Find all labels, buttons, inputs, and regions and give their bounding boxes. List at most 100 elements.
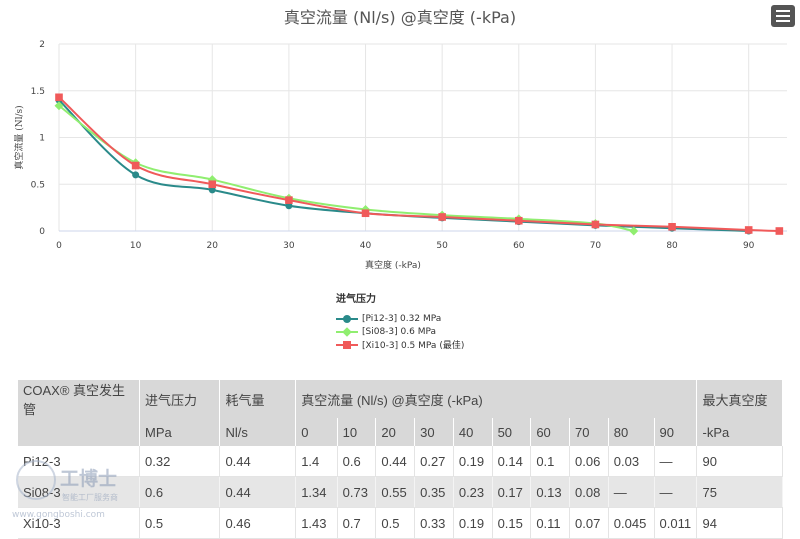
data-point — [629, 226, 639, 236]
table-cell: 90 — [696, 446, 783, 477]
data-point — [744, 226, 753, 234]
series-line — [58, 96, 780, 232]
subheader-cell: 10 — [337, 418, 377, 446]
watermark: 工博士 智能工厂服务商 www.gongboshi.com — [10, 452, 140, 524]
subheader-cell: MPa — [139, 418, 221, 446]
y-tick-label: 0.5 — [31, 180, 45, 190]
legend-item-si08[interactable]: [Si08-3] 0.6 MPa — [336, 325, 464, 338]
data-point — [361, 209, 370, 218]
legend-label: [Xi10-3] 0.5 MPa (最佳) — [362, 341, 465, 351]
table-cell: 0.55 — [375, 476, 416, 508]
table-cell: 0.08 — [569, 476, 609, 508]
line-chart: 0 10 20 30 40 50 60 70 80 90 0 0.5 1 1.5 2 真空度 (-kPa) 真空… — [13, 40, 787, 271]
watermark-url: www.gongboshi.com — [12, 510, 105, 520]
table-cell: — — [654, 476, 698, 508]
table-cell: 0.73 — [337, 476, 377, 508]
x-axis-label: 真空度 (-kPa) — [365, 259, 421, 271]
data-point — [208, 180, 217, 189]
legend-title: 进气压力 — [336, 294, 376, 305]
y-tick-label: 0 — [39, 227, 45, 237]
chart-legend: 进气压力 [Pi12-3] 0.32 MPa [Si08-3] 0.6 MPa … — [336, 290, 464, 351]
subheader-cell: 40 — [453, 418, 493, 446]
x-tick-label: 80 — [666, 241, 678, 251]
header-cell: COAX® 真空发生管 — [18, 380, 141, 418]
table-cell: 0.27 — [414, 446, 454, 477]
data-point — [55, 93, 63, 102]
data-point — [438, 213, 446, 221]
table-cell: 0.44 — [219, 446, 297, 477]
table-cell: 0.35 — [414, 476, 454, 508]
y-axis-label: 真空流量 (Nl/s) — [13, 105, 25, 169]
data-point — [668, 222, 676, 231]
x-tick-label: 20 — [207, 241, 219, 251]
subheader-cell: 0 — [295, 418, 338, 446]
x-tick-label: 90 — [743, 241, 755, 251]
data-point — [285, 202, 293, 210]
header-cell: 耗气量 — [219, 380, 297, 418]
table-cell: 0.19 — [453, 446, 493, 477]
y-tick-label: 2 — [39, 40, 45, 50]
legend-item-pi12[interactable]: [Pi12-3] 0.32 MPa — [336, 312, 464, 325]
table-cell: 0.17 — [492, 476, 532, 508]
data-point — [514, 216, 523, 225]
table-cell: 1.4 — [295, 446, 338, 477]
legend-item-xi10[interactable]: [Xi10-3] 0.5 MPa (最佳) — [336, 338, 464, 351]
subheader-cell: -kPa — [696, 418, 783, 446]
legend-label: [Si08-3] 0.6 MPa — [362, 326, 436, 337]
table-cell: 1.34 — [295, 476, 338, 508]
table-cell: — — [608, 476, 655, 508]
data-point — [285, 196, 293, 204]
table-cell: 0.1 — [530, 446, 571, 477]
data-point — [775, 227, 784, 235]
subheader-cell: 60 — [530, 418, 571, 446]
subheader-cell: 50 — [492, 418, 532, 446]
watermark-brand: 工博士 — [60, 468, 118, 490]
series-line — [58, 99, 749, 232]
robot-logo-icon — [16, 460, 56, 500]
subheader-cell: 20 — [375, 418, 416, 446]
data-point — [54, 101, 64, 111]
x-tick-label: 0 — [56, 241, 62, 251]
subheader-cell — [18, 418, 141, 446]
subheader-cell: 80 — [608, 418, 655, 446]
x-tick-label: 70 — [590, 241, 602, 251]
table-cell: 0.03 — [608, 446, 655, 477]
table-cell: 0.6 — [139, 476, 221, 508]
header-cell: 真空流量 (Nl/s) @真空度 (-kPa) — [295, 380, 698, 418]
subheader-cell: 30 — [414, 418, 454, 446]
hamburger-menu-icon[interactable] — [771, 5, 795, 27]
data-point — [208, 186, 216, 194]
table-cell: 0.44 — [375, 446, 416, 477]
table-cell: 0.14 — [492, 446, 532, 477]
header-cell: 进气压力 — [139, 380, 221, 418]
subheader-cell: Nl/s — [219, 418, 297, 446]
subheader-cell: 70 — [569, 418, 609, 446]
table-cell: 0.13 — [530, 476, 571, 508]
data-point — [132, 171, 140, 179]
x-tick-label: 30 — [283, 241, 295, 251]
y-tick-label: 1 — [39, 134, 45, 144]
x-tick-label: 40 — [360, 241, 372, 251]
chart-title: 真空流量 (Nl/s) @真空度 (-kPa) — [283, 8, 517, 27]
table-cell: 0.6 — [337, 446, 377, 477]
table-cell: — — [654, 446, 698, 477]
y-tick-label: 1.5 — [31, 87, 45, 97]
table-subheader-row: MPa Nl/s 0 10 20 30 40 50 60 70 80 90 -k… — [18, 418, 783, 446]
data-point — [591, 220, 600, 229]
table-cell: 0.32 — [139, 446, 221, 477]
table-header-row: COAX® 真空发生管 进气压力 耗气量 真空流量 (Nl/s) @真空度 (-… — [18, 380, 783, 418]
table-row: Xi10-3 0.5 0.46 1.43 0.7 0.5 0.33 0.19 0… — [18, 507, 783, 539]
x-tick-label: 60 — [513, 241, 525, 251]
table-cell: 0.06 — [569, 446, 609, 477]
watermark-slogan: 智能工厂服务商 — [62, 493, 118, 502]
table-cell: 75 — [696, 476, 783, 508]
x-tick-label: 50 — [436, 241, 448, 251]
chart-container: 真空流量 (Nl/s) @真空度 (-kPa) 0 10 20 30 40 50 60 70 8… — [13, 5, 795, 351]
subheader-cell: 90 — [654, 418, 698, 446]
data-point — [131, 161, 140, 170]
spec-table: COAX® 真空发生管 进气压力 耗气量 真空流量 (Nl/s) @真空度 (-… — [18, 380, 783, 539]
table-cell: 0.23 — [453, 476, 493, 508]
x-tick-label: 10 — [130, 241, 142, 251]
table-cell: 0.44 — [219, 476, 297, 508]
header-cell: 最大真空度 — [696, 380, 783, 418]
